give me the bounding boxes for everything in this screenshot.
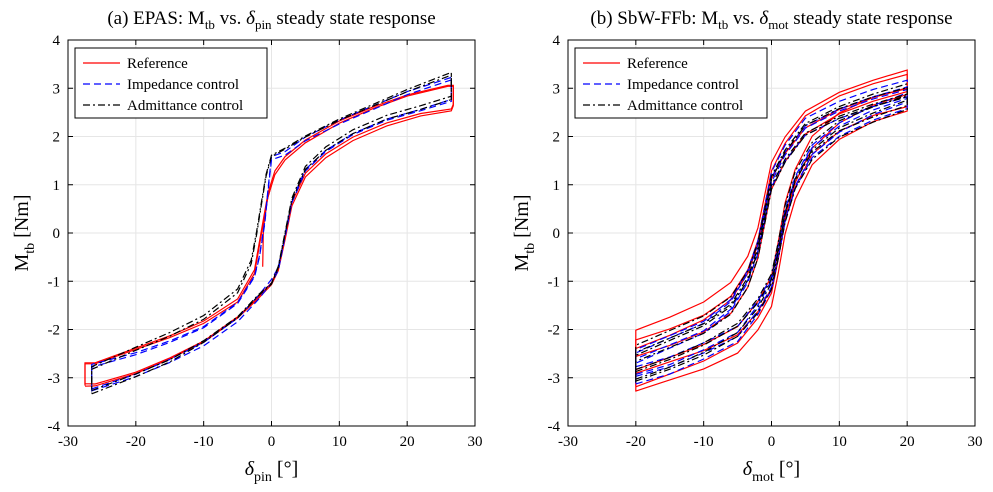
x-tick-label: 30 [968, 434, 983, 450]
y-axis-label: Mtb [Nm] [511, 194, 538, 271]
y-tick-label: -1 [48, 274, 61, 290]
series-line-reference [635, 69, 908, 371]
legend: Reference Impedance control Admittance con… [74, 47, 268, 119]
y-tick-label: -4 [548, 419, 561, 435]
y-tick-label: -2 [48, 323, 61, 339]
chart-title: (b) SbW-FFb: Mtb vs. δmot steady state r… [590, 8, 952, 32]
x-tick-label: -20 [126, 434, 146, 450]
x-tick-label: 20 [900, 434, 915, 450]
legend: Reference Impedance control Admittance con… [574, 47, 768, 119]
x-tick-label: 20 [400, 434, 415, 450]
legend-box [574, 47, 768, 119]
x-tick-label: 10 [832, 434, 847, 450]
series-layer [84, 71, 454, 395]
legend-label: Admittance control [627, 98, 743, 114]
y-tick-label: 0 [53, 226, 61, 242]
legend-label: Reference [127, 56, 188, 72]
x-tick-label: -30 [58, 434, 78, 450]
x-axis-label: δmot [°] [743, 458, 800, 485]
legend-box [74, 47, 268, 119]
chart-title: (a) EPAS: Mtb vs. δpin steady state resp… [107, 8, 435, 32]
y-tick-label: 3 [53, 81, 61, 97]
legend-label: Reference [627, 56, 688, 72]
y-tick-label: 3 [553, 81, 561, 97]
x-tick-label: -10 [694, 434, 714, 450]
series-line-impedance-control [635, 79, 908, 369]
x-tick-label: 0 [268, 434, 276, 450]
y-tick-label: -3 [48, 371, 61, 387]
y-axis-label: Mtb [Nm] [11, 194, 38, 271]
x-tick-label: -20 [626, 434, 646, 450]
x-tick-label: 0 [768, 434, 776, 450]
y-tick-label: -4 [48, 419, 61, 435]
x-tick-label: 10 [332, 434, 347, 450]
y-tick-label: 4 [53, 33, 61, 49]
legend-label: Admittance control [127, 98, 243, 114]
series-layer [635, 69, 908, 392]
series-line-admittance-control [91, 71, 452, 392]
legend-label: Impedance control [627, 77, 739, 93]
y-tick-label: -3 [548, 371, 561, 387]
series-line-admittance-control [635, 82, 908, 370]
series-line-admittance-control [91, 74, 452, 395]
x-axis-label: δpin [°] [245, 458, 299, 485]
y-tick-label: 2 [53, 130, 61, 146]
series-line-admittance-control [635, 93, 908, 380]
x-tick-label: -30 [558, 434, 578, 450]
y-tick-label: -2 [548, 323, 561, 339]
x-tick-label: 30 [468, 434, 483, 450]
legend-label: Impedance control [127, 77, 239, 93]
series-line-admittance-control [635, 86, 908, 374]
y-tick-label: 1 [553, 178, 561, 194]
x-tick-label: -10 [194, 434, 214, 450]
y-tick-label: -1 [548, 274, 561, 290]
y-tick-label: 2 [553, 130, 561, 146]
y-tick-label: 1 [53, 178, 61, 194]
series-line-admittance-control [635, 96, 908, 383]
y-tick-label: 0 [553, 226, 561, 242]
y-tick-label: 4 [553, 33, 561, 49]
